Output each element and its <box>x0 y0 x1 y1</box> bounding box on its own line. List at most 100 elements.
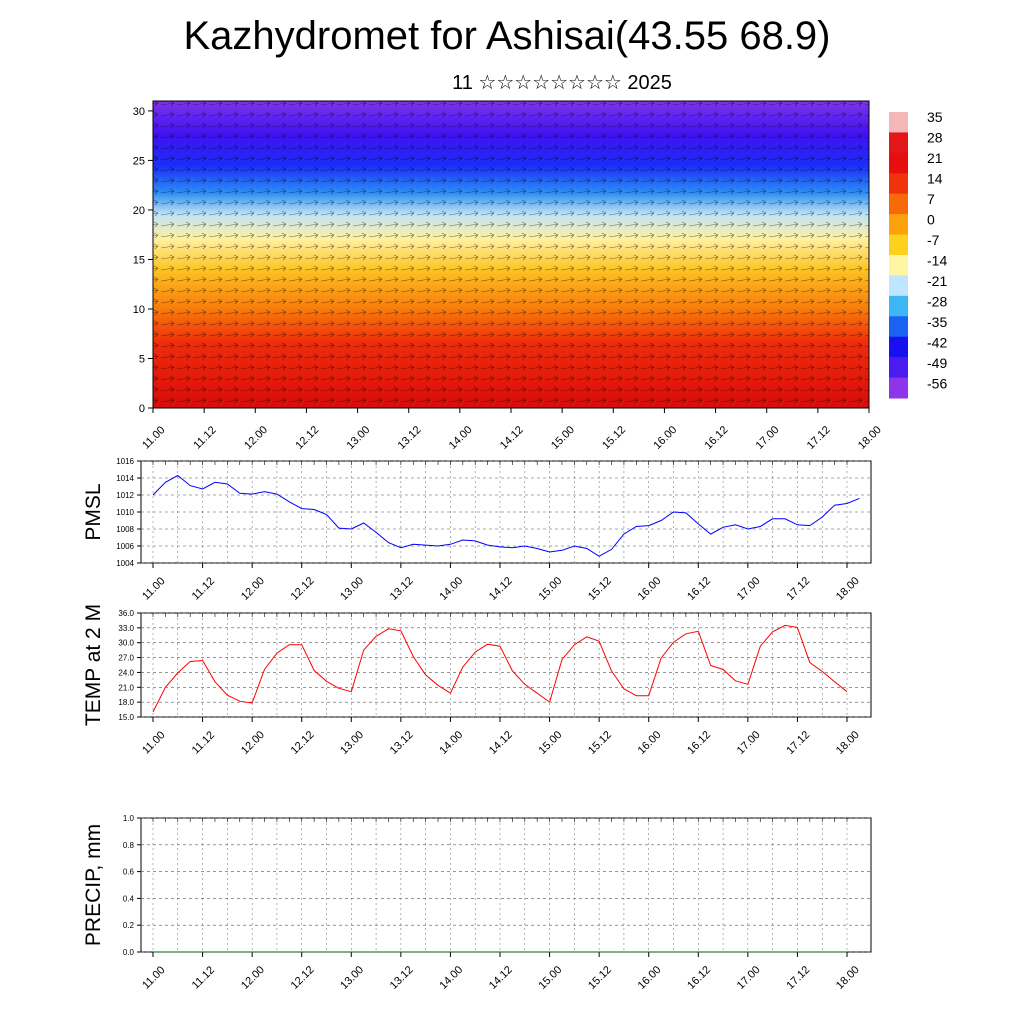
xtick-label: 16.00 <box>636 729 664 757</box>
ytick-label: 1014 <box>116 474 134 483</box>
colorbar-label: 14 <box>927 171 943 187</box>
heatmap-xtick-label: 16.00 <box>651 424 679 452</box>
colorbar-label: 7 <box>927 191 935 207</box>
colorbar-label: 0 <box>927 212 935 228</box>
ytick-label: 30.0 <box>118 639 134 648</box>
xtick-label: 18.00 <box>834 964 862 992</box>
colorbar-label: -49 <box>927 355 947 371</box>
xtick-label: 14.12 <box>487 729 515 757</box>
xtick-label: 12.00 <box>239 729 267 757</box>
ytick-label: 0.4 <box>123 894 135 903</box>
ytick-label: 1012 <box>116 491 134 500</box>
colorbar-label: 28 <box>927 130 943 146</box>
colorbar-label: -14 <box>927 253 947 269</box>
ytick-label: 1010 <box>116 508 134 517</box>
colorbar-swatch <box>889 193 908 215</box>
colorbar-label: -21 <box>927 273 947 289</box>
ytick-label: 21.0 <box>118 683 134 692</box>
heatmap-xtick-label: 17.00 <box>754 424 782 452</box>
colorbar-swatch <box>889 336 908 358</box>
heatmap-xtick-label: 13.12 <box>396 424 424 452</box>
y-axis-label: PRECIP, mm <box>82 824 105 946</box>
ytick-label: 1006 <box>116 542 134 551</box>
colorbar-swatch <box>889 173 908 195</box>
ytick-label: 15.0 <box>118 713 134 722</box>
xtick-label: 11.00 <box>140 575 167 602</box>
xtick-label: 13.12 <box>388 575 416 603</box>
heatmap-xtick-label: 15.12 <box>600 424 628 452</box>
ytick-label: 0.2 <box>123 921 135 930</box>
colorbar-swatch <box>889 295 908 317</box>
ytick-label: 18.0 <box>118 698 134 707</box>
colorbar: 35 28 21 14 7 0 -7 -14 -21 -28 -35 -42 -49 -56 <box>889 109 947 399</box>
colorbar-label: 35 <box>927 109 943 125</box>
colorbar-swatch <box>889 112 908 133</box>
xtick-label: 17.12 <box>784 964 812 992</box>
heatmap-xtick-label: 14.12 <box>498 424 526 452</box>
y-axis-label: PMSL <box>82 483 105 540</box>
xtick-label: 15.12 <box>586 964 614 992</box>
xtick-label: 11.12 <box>190 729 217 756</box>
ytick-label: 33.0 <box>118 624 134 633</box>
xtick-label: 16.12 <box>685 729 713 757</box>
colorbar-label: -56 <box>927 376 947 392</box>
xtick-label: 17.00 <box>735 575 763 603</box>
xtick-label: 17.00 <box>735 729 763 757</box>
xtick-label: 11.00 <box>140 964 167 991</box>
xtick-label: 11.12 <box>190 964 217 991</box>
xtick-label: 14.00 <box>437 575 465 603</box>
xtick-label: 12.00 <box>239 575 267 603</box>
wind-vector-field <box>153 101 869 408</box>
heatmap-ytick-label: 0 <box>139 403 145 415</box>
xtick-label: 14.12 <box>487 575 515 603</box>
heatmap-xtick-label: 11.00 <box>140 424 167 451</box>
xtick-label: 12.00 <box>239 964 267 992</box>
colorbar-swatch <box>889 214 908 236</box>
colorbar-swatch <box>889 255 908 276</box>
xtick-label: 17.12 <box>784 729 812 757</box>
xtick-label: 16.00 <box>636 964 664 992</box>
heatmap-ytick-label: 25 <box>133 155 145 167</box>
xtick-label: 13.00 <box>338 729 366 757</box>
xtick-label: 17.00 <box>735 964 763 992</box>
heatmap-xtick-label: 15.00 <box>549 424 577 452</box>
heatmap-xtick-label: 17.12 <box>805 424 833 452</box>
temp-chart: 36.0 33.0 30.0 27.0 24.0 21.0 18.0 15.0 11.00 11.… <box>82 604 872 757</box>
y-axis-label: TEMP at 2 M <box>82 604 105 726</box>
colorbar-label: -35 <box>927 314 947 330</box>
xtick-label: 16.12 <box>685 575 713 603</box>
chart-title: Kazhydromet for Ashisai(43.55 68.9) <box>183 14 831 58</box>
chart-subtitle: 11 ☆☆☆☆☆☆☆☆ 2025 <box>452 72 672 94</box>
colorbar-swatch <box>889 357 908 379</box>
heatmap-xtick-label: 12.00 <box>242 424 270 452</box>
xtick-label: 18.00 <box>834 575 862 603</box>
xtick-label: 15.12 <box>586 575 614 603</box>
xtick-label: 13.12 <box>388 729 416 757</box>
colorbar-label: -42 <box>927 335 947 351</box>
heatmap-xtick-label: 14.00 <box>447 424 475 452</box>
xtick-label: 14.00 <box>437 964 465 992</box>
colorbar-label: 21 <box>927 150 943 166</box>
pmsl-chart: 1016 1014 1012 1010 1008 1006 1004 11.00 11.12 12… <box>82 457 872 603</box>
xtick-label: 15.00 <box>536 729 564 757</box>
upper-air-heatmap: 0 5 10 15 20 25 30 11.00 11.12 12.00 12.12 13.00 13.… <box>133 100 884 452</box>
ytick-label: 0.6 <box>123 868 135 877</box>
ytick-label: 1004 <box>116 559 134 568</box>
heatmap-xtick-label: 16.12 <box>702 424 730 452</box>
xtick-label: 14.00 <box>437 729 465 757</box>
heatmap-xtick-label: 11.12 <box>191 424 218 451</box>
xtick-label: 11.12 <box>190 575 217 602</box>
xtick-label: 14.12 <box>487 964 515 992</box>
colorbar-swatch <box>889 132 908 154</box>
ytick-label: 27.0 <box>118 654 134 663</box>
ytick-label: 1008 <box>116 525 134 534</box>
colorbar-swatch <box>889 275 908 297</box>
xtick-label: 15.00 <box>536 575 564 603</box>
ytick-label: 24.0 <box>118 668 134 677</box>
precip-chart: 1.0 0.8 0.6 0.4 0.2 0.0 11.00 11.12 12.00 12.12 13… <box>82 814 872 992</box>
colorbar-swatch <box>889 152 908 174</box>
ytick-label: 0.8 <box>123 841 135 850</box>
xtick-label: 13.12 <box>388 964 416 992</box>
colorbar-label: -28 <box>927 294 947 310</box>
